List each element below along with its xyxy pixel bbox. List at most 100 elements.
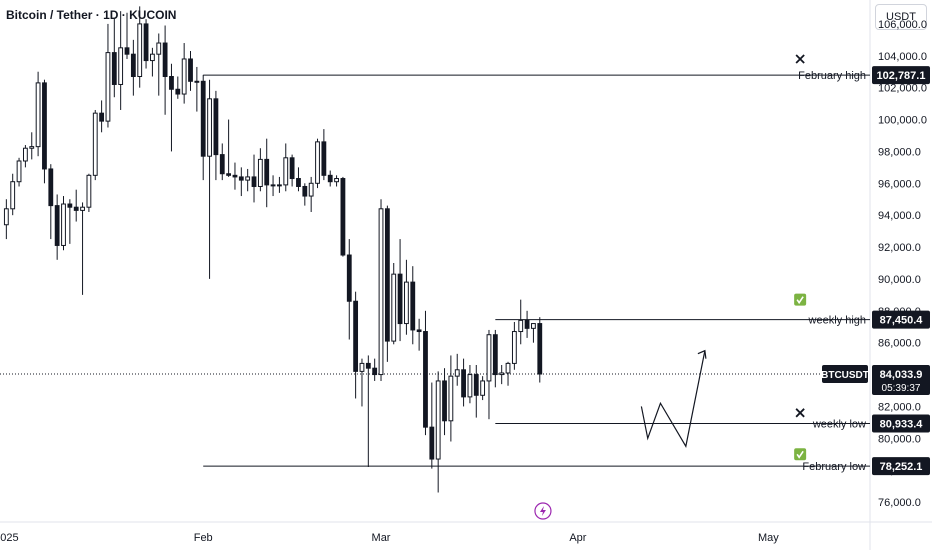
candle-body bbox=[61, 203, 66, 246]
candle-body bbox=[480, 380, 486, 396]
candle-body bbox=[486, 334, 492, 382]
candle-body bbox=[524, 319, 530, 329]
candle-body bbox=[384, 208, 390, 342]
candle-body bbox=[461, 369, 466, 398]
check-mark bbox=[796, 296, 804, 305]
candle-body bbox=[86, 174, 92, 208]
candle-body bbox=[397, 273, 403, 325]
current-price-text: 84,033.9 bbox=[880, 369, 923, 381]
candle-body bbox=[111, 52, 117, 85]
candle-body bbox=[10, 181, 16, 210]
currency-button[interactable]: USDT bbox=[875, 4, 927, 30]
candle-body bbox=[67, 203, 73, 208]
level-price-tag bbox=[872, 66, 930, 85]
candle-body bbox=[518, 319, 524, 333]
y-tick-label: 76,000.0 bbox=[878, 497, 921, 509]
symbol-tag-text: BTCUSDT bbox=[821, 370, 869, 381]
candle-body bbox=[296, 178, 301, 187]
level-name-label: February high bbox=[798, 70, 866, 82]
candle-body bbox=[124, 47, 130, 55]
y-tick-label: 82,000.0 bbox=[878, 401, 921, 413]
candle-body bbox=[188, 58, 193, 82]
candle-body bbox=[423, 331, 428, 428]
candle-body bbox=[16, 160, 22, 183]
candle-body bbox=[92, 112, 98, 176]
candle-body bbox=[251, 176, 257, 187]
lightning-glyph bbox=[539, 506, 546, 516]
candle-body bbox=[511, 331, 517, 364]
candle-body bbox=[346, 254, 352, 302]
candle-body bbox=[365, 362, 371, 369]
y-tick-label: 106,000.0 bbox=[878, 19, 927, 31]
level-price-text: 80,933.4 bbox=[880, 418, 924, 430]
cross-icon bbox=[795, 54, 805, 64]
candle-body bbox=[130, 53, 136, 78]
symbol-tag bbox=[822, 365, 868, 384]
candle-body bbox=[162, 42, 168, 78]
price-tags: 102,787.1 87,450.4 80,933.4 78,252.1 BTCUSDT… bbox=[821, 66, 930, 476]
candle-body bbox=[73, 206, 79, 211]
candle-body bbox=[238, 176, 244, 181]
candle-body bbox=[302, 185, 308, 197]
x-tick-label: 2025 bbox=[0, 532, 19, 544]
y-tick-label: 80,000.0 bbox=[878, 433, 921, 445]
price-axis: 76,000.078,000.080,000.082,000.084,000.0… bbox=[878, 19, 927, 509]
candle-body bbox=[150, 53, 155, 62]
time-axis: 2025FebMarAprMayJun bbox=[0, 532, 779, 544]
candle-body bbox=[391, 273, 397, 342]
level-price-tag bbox=[872, 414, 930, 433]
candle-body bbox=[505, 362, 511, 374]
candle-body bbox=[378, 208, 384, 376]
candle-body bbox=[359, 362, 365, 372]
level-price-tag bbox=[872, 310, 930, 329]
candle-body bbox=[321, 141, 327, 176]
x-tick-label: Apr bbox=[569, 532, 586, 544]
candle-body bbox=[245, 176, 251, 181]
candle-body bbox=[308, 182, 314, 197]
candle-body bbox=[35, 82, 41, 148]
x-tick-label: Feb bbox=[194, 532, 213, 544]
check-mark bbox=[796, 450, 804, 459]
candle-body bbox=[105, 52, 111, 122]
projection-line bbox=[640, 350, 706, 448]
candle-body bbox=[467, 374, 473, 398]
y-tick-label: 92,000.0 bbox=[878, 242, 921, 254]
candle-body bbox=[270, 184, 276, 187]
y-tick-label: 86,000.0 bbox=[878, 338, 921, 350]
candle-body bbox=[289, 157, 295, 180]
candle-body bbox=[334, 178, 339, 183]
check-icon bbox=[794, 293, 807, 306]
candle-body bbox=[42, 82, 47, 170]
candle-body bbox=[429, 426, 435, 460]
candle-body bbox=[448, 375, 454, 422]
y-tick-label: 102,000.0 bbox=[878, 83, 927, 95]
candle-body bbox=[99, 112, 105, 122]
candle-body bbox=[404, 281, 409, 325]
candle-body bbox=[232, 174, 238, 178]
projection-arrowhead bbox=[697, 349, 707, 359]
x-tick-label: Mar bbox=[372, 532, 391, 544]
candle-body bbox=[29, 146, 35, 149]
level-price-text: 102,787.1 bbox=[877, 70, 926, 82]
level-name-label: weekly high bbox=[808, 315, 866, 327]
level-name-label: weekly low bbox=[812, 418, 866, 430]
candle-body bbox=[137, 23, 143, 78]
candle-body bbox=[473, 374, 479, 396]
candle-body bbox=[454, 369, 460, 377]
candle-body bbox=[175, 88, 181, 95]
candle-body bbox=[143, 23, 149, 62]
candle-body bbox=[410, 281, 416, 331]
level-lines: February high weekly high weekly low Februa… bbox=[0, 70, 870, 473]
current-price-tag bbox=[872, 365, 930, 396]
candle-body bbox=[213, 98, 219, 156]
candle-body bbox=[442, 380, 447, 422]
level-price-text: 87,450.4 bbox=[880, 315, 924, 327]
candle-body bbox=[80, 206, 85, 211]
candle-body bbox=[531, 323, 536, 329]
y-tick-label: 104,000.0 bbox=[878, 51, 927, 63]
candle-body bbox=[194, 80, 200, 83]
check-icon bbox=[794, 448, 807, 461]
candle-body bbox=[22, 147, 28, 162]
